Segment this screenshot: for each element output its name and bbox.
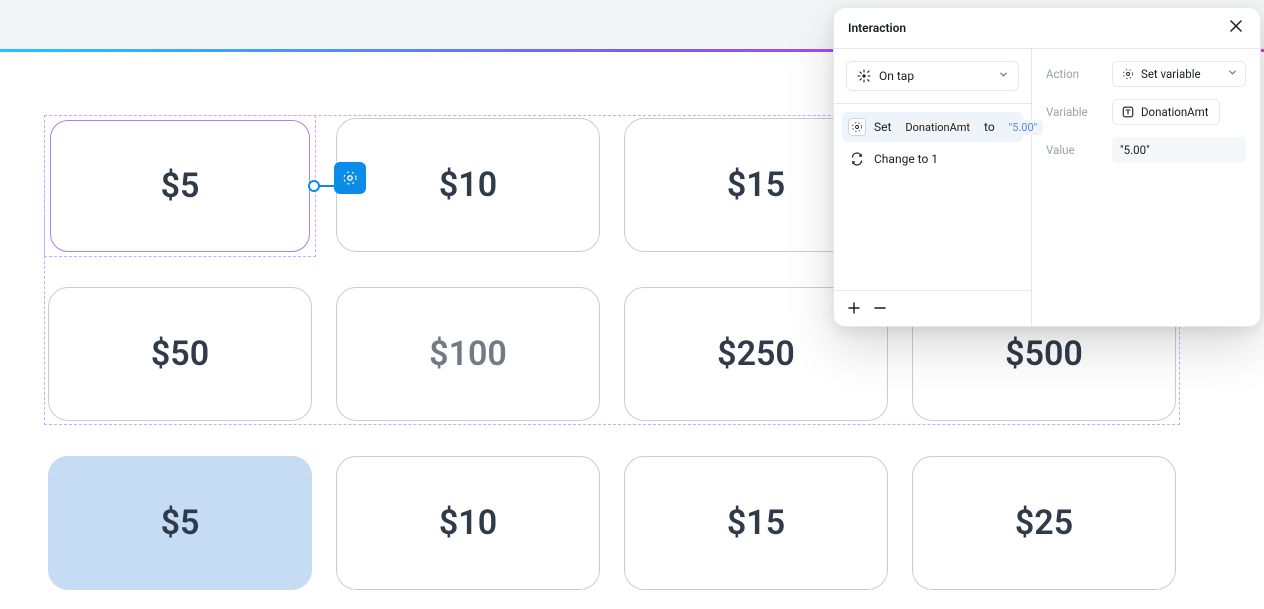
tile-label: $50 — [151, 334, 209, 374]
donation-tile-10[interactable]: $10 — [336, 118, 600, 252]
panel-right-column: Action Set variable Variable — [1032, 49, 1260, 326]
action-variable-pill: DonationAmt — [899, 120, 976, 135]
chevron-down-icon — [1228, 68, 1237, 80]
panel-header: Interaction — [834, 8, 1260, 48]
action-item-set-variable[interactable]: Set DonationAmt to "5.00" — [842, 112, 1023, 142]
tile-label: $250 — [717, 334, 795, 374]
tile-label: $10 — [439, 165, 497, 205]
trigger-label: On tap — [879, 69, 914, 83]
prop-variable: Variable DonationAmt — [1046, 99, 1246, 125]
variable-name: DonationAmt — [1141, 105, 1209, 119]
donation-tile-10-b[interactable]: $10 — [336, 456, 600, 590]
prop-label: Action — [1046, 67, 1112, 81]
tile-label: $5 — [161, 166, 200, 206]
action-value: Set variable — [1141, 67, 1201, 81]
prop-value: Value "5.00" — [1046, 137, 1246, 163]
chevron-down-icon — [999, 70, 1008, 82]
panel-left-column: On tap Set DonationAmt t — [834, 49, 1032, 326]
tile-label: $25 — [1015, 503, 1073, 543]
tile-label: $500 — [1005, 334, 1083, 374]
tile-label: $5 — [161, 503, 200, 543]
action-joiner: to — [984, 120, 995, 134]
prop-label: Value — [1046, 143, 1112, 157]
text-variable-icon — [1121, 105, 1135, 119]
close-icon[interactable] — [1226, 16, 1246, 40]
donation-tile-25-b[interactable]: $25 — [912, 456, 1176, 590]
panel-footer — [834, 290, 1031, 326]
action-item-change-to[interactable]: Change to 1 — [842, 144, 1023, 174]
prop-action: Action Set variable — [1046, 61, 1246, 87]
donation-tile-15-b[interactable]: $15 — [624, 456, 888, 590]
variable-icon — [848, 118, 866, 136]
variable-chip[interactable]: DonationAmt — [1112, 99, 1220, 125]
prototype-action-marker[interactable] — [334, 162, 366, 194]
variable-icon — [1121, 67, 1135, 81]
prop-label: Variable — [1046, 105, 1112, 119]
tile-label: $15 — [727, 165, 785, 205]
donation-tile-50[interactable]: $50 — [48, 287, 312, 421]
swap-icon — [848, 150, 866, 168]
add-action-button[interactable] — [848, 301, 860, 317]
tile-label: $100 — [429, 334, 507, 374]
action-label: Change to 1 — [874, 152, 938, 166]
value-text: "5.00" — [1120, 143, 1150, 157]
panel-title: Interaction — [848, 21, 906, 35]
actions-list: Set DonationAmt to "5.00" Change t — [834, 104, 1031, 290]
tap-icon — [857, 69, 871, 83]
donation-tile-5-active[interactable]: $5 — [48, 456, 312, 590]
remove-action-button[interactable] — [874, 301, 886, 317]
tile-label: $10 — [439, 503, 497, 543]
trigger-select[interactable]: On tap — [846, 61, 1019, 91]
interaction-panel: Interaction On tap — [833, 7, 1261, 327]
donation-tile-5[interactable]: $5 — [50, 120, 310, 252]
tile-label: $15 — [727, 503, 785, 543]
value-input[interactable]: "5.00" — [1112, 137, 1246, 163]
action-verb: Set — [874, 120, 891, 134]
action-select[interactable]: Set variable — [1112, 61, 1246, 87]
variable-icon — [342, 170, 358, 186]
donation-tile-100[interactable]: $100 — [336, 287, 600, 421]
